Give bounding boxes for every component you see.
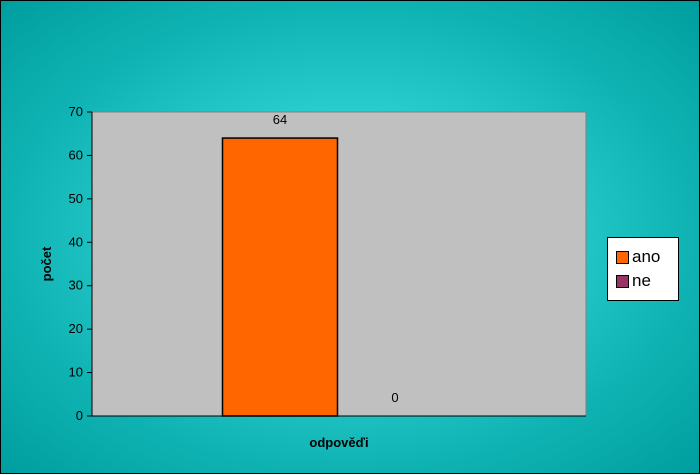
y-tick-label: 70 <box>69 104 83 119</box>
bar-ano <box>221 137 339 417</box>
legend-label-ne: ne <box>632 271 651 290</box>
legend-item-ne: ne <box>616 269 678 293</box>
y-tick-label: 60 <box>69 147 83 162</box>
y-axis-label: počet <box>39 246 54 281</box>
x-axis-label: odpověďi <box>309 435 368 450</box>
y-tick-label: 30 <box>69 278 83 293</box>
y-tick-label: 10 <box>69 365 83 380</box>
legend-swatch-ne <box>616 274 629 288</box>
plot-area <box>91 111 587 417</box>
legend-label-ano: ano <box>632 247 661 266</box>
bars: 64 0 <box>221 112 399 417</box>
y-axis: 0 10 20 30 40 50 60 70 <box>69 104 586 423</box>
legend-item-ano: ano <box>616 245 678 269</box>
data-label-ne: 0 <box>391 390 398 405</box>
y-tick-label: 40 <box>69 234 83 249</box>
legend-swatch-ano <box>616 250 629 264</box>
y-tick-label: 0 <box>76 408 83 423</box>
y-tick-label: 50 <box>69 191 83 206</box>
y-tick-label: 20 <box>69 321 83 336</box>
data-label-ano: 64 <box>273 112 287 127</box>
legend: ano ne <box>607 237 679 301</box>
